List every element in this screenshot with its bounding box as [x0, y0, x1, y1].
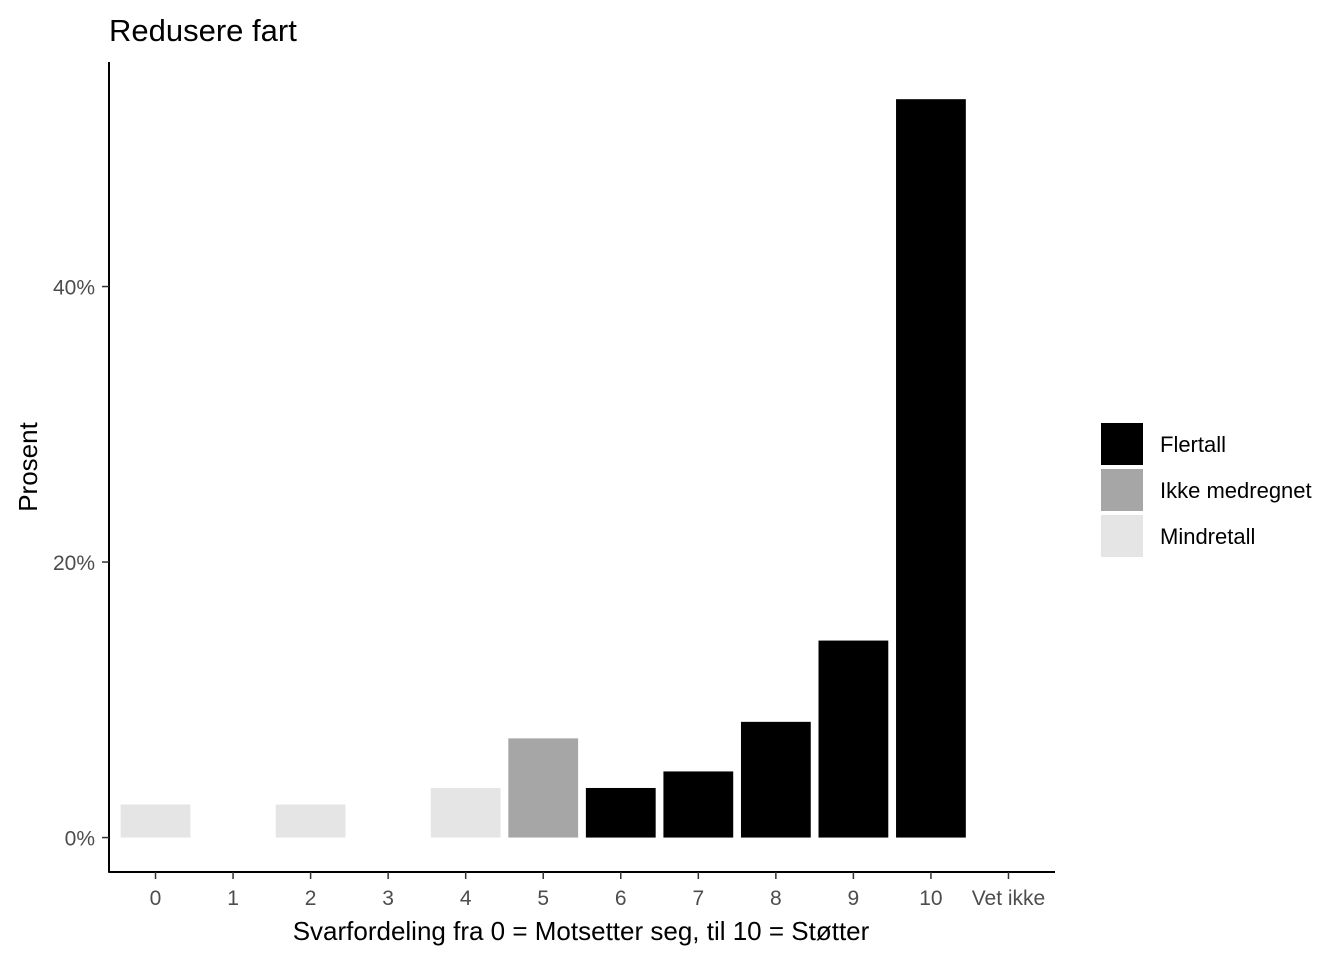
x-tick-label: 9: [848, 887, 860, 910]
x-tick-label: 7: [692, 887, 704, 910]
x-tick-label: Vet ikke: [972, 887, 1046, 910]
bar-8: [740, 721, 811, 838]
x-tick-label: 3: [382, 887, 394, 910]
chart-title: Redusere fart: [109, 13, 297, 48]
x-tick-label: 1: [227, 887, 239, 910]
x-tick-label: 10: [919, 887, 942, 910]
bars-group: [120, 99, 966, 838]
legend-label: Flertall: [1160, 432, 1226, 457]
bar-5: [508, 738, 579, 838]
legend-label: Mindretall: [1160, 524, 1255, 549]
x-tick-label: 6: [615, 887, 627, 910]
bar-10: [896, 99, 966, 838]
legend-label: Ikke medregnet: [1160, 478, 1312, 503]
y-tick-label: 40%: [53, 277, 95, 300]
bar-7: [663, 771, 734, 838]
x-tick-label: 4: [460, 887, 472, 910]
bar-2: [275, 804, 346, 838]
legend-key: [1101, 515, 1143, 557]
y-axis-title: Prosent: [13, 421, 43, 511]
y-tick-label: 20%: [53, 552, 95, 575]
legend-key: [1101, 423, 1143, 465]
y-tick-label: 0%: [65, 828, 95, 851]
legend: Flertall Ikke medregnet Mindretall: [1101, 423, 1312, 557]
axes-group: [108, 62, 1055, 873]
ticks-group: 0 1 2 3 4 5 6 7 8 9 10 Vet ikke 0% 20% 40%: [53, 277, 1045, 910]
x-tick-label: 2: [305, 887, 317, 910]
x-tick-label: 0: [150, 887, 162, 910]
legend-key: [1101, 469, 1143, 511]
bar-6: [585, 787, 656, 838]
bar-0: [120, 804, 191, 838]
x-axis-title: Svarfordeling fra 0 = Motsetter seg, til…: [293, 916, 870, 946]
bar-4: [430, 787, 501, 838]
x-tick-label: 5: [537, 887, 549, 910]
x-tick-label: 8: [770, 887, 782, 910]
bar-9: [818, 640, 889, 838]
